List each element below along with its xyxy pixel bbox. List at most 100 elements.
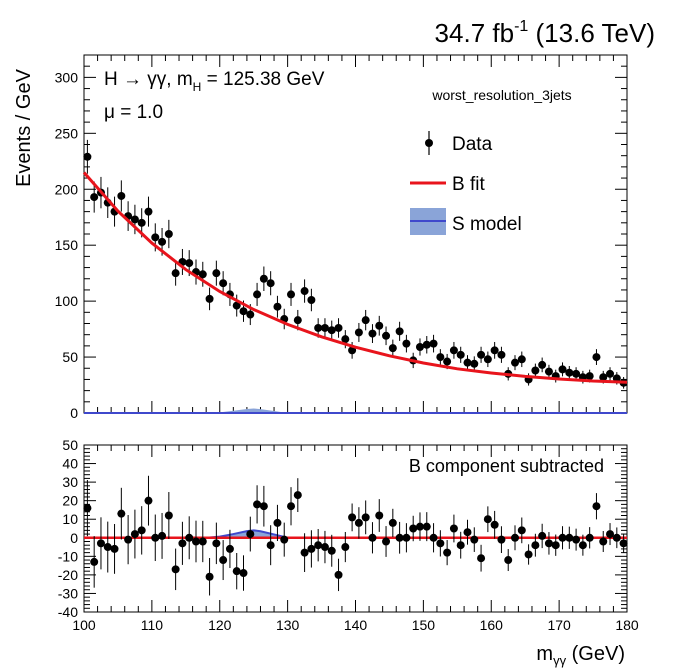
data-point (273, 302, 282, 311)
residual-point (375, 511, 384, 520)
residual-point (185, 533, 194, 542)
data-point (137, 218, 146, 227)
data-point (531, 366, 540, 375)
data-point (415, 342, 424, 351)
x-tick-label: 150 (412, 617, 436, 633)
data-point (375, 321, 384, 330)
ratio-axes: 100 110 120 130 140 150 160 170 180 -40 -30 -20 -10 0… (58, 437, 639, 633)
data-point (239, 307, 248, 316)
residual-point (599, 537, 608, 546)
data-point (483, 355, 492, 364)
residual-point (592, 502, 601, 511)
residual-point (511, 533, 520, 542)
residual-point (341, 543, 350, 552)
data-point (185, 259, 194, 268)
data-point (300, 287, 309, 296)
y-tick-label: 0 (70, 405, 78, 421)
data-point (287, 290, 296, 299)
residual-point (436, 539, 445, 548)
residual-point (219, 556, 228, 565)
residual-point (293, 491, 302, 500)
residual-point (320, 543, 329, 552)
data-point (307, 296, 316, 305)
mu-label: μ = 1.0 (104, 102, 163, 123)
data-point (395, 327, 404, 336)
residual-point (531, 541, 540, 550)
y-tick-label: 200 (55, 181, 79, 197)
residual-point (212, 539, 221, 548)
residual-point (449, 524, 458, 533)
data-point (219, 279, 228, 288)
x-tick-label: 120 (208, 617, 232, 633)
x-tick-label: 100 (72, 617, 96, 633)
process-label: H → γγ, mH = 125.38 GeV (104, 69, 325, 94)
data-point (293, 316, 302, 325)
data-point (151, 233, 160, 242)
data-point (497, 350, 506, 359)
data-point (422, 340, 431, 349)
data-point (599, 373, 608, 382)
residual-point (361, 513, 370, 522)
ratio-plot-area (83, 475, 628, 596)
data-point (334, 323, 343, 332)
data-point (361, 316, 370, 325)
residual-point (280, 535, 289, 544)
residual-point (497, 535, 506, 544)
data-point (463, 358, 472, 367)
y-tick-label: 100 (55, 293, 79, 309)
y-tick-label: -20 (58, 567, 78, 583)
x-tick-label: 130 (276, 617, 300, 633)
residual-point (477, 554, 486, 563)
y-tick-label: 20 (62, 493, 78, 509)
data-point (544, 367, 553, 376)
data-point (517, 355, 526, 364)
residual-point (137, 526, 146, 535)
data-point (327, 326, 336, 335)
residual-point (158, 531, 167, 540)
residual-point (402, 533, 411, 542)
residual-point (504, 556, 513, 565)
y-tick-label: 0 (70, 530, 78, 546)
y-tick-label: 30 (62, 474, 78, 490)
y-tick-label: 50 (62, 437, 78, 453)
y-tick-label: 250 (55, 125, 79, 141)
residual-point (456, 541, 465, 550)
data-point (368, 329, 377, 338)
residual-point (415, 522, 424, 531)
residual-point (300, 548, 309, 557)
data-point (592, 353, 601, 362)
main-plot-area (82, 139, 628, 414)
residual-point (490, 520, 499, 529)
residual-point (517, 526, 526, 535)
data-point (164, 230, 173, 238)
residual-point (558, 533, 567, 542)
data-point (470, 359, 479, 368)
data-point (490, 346, 499, 355)
residual-point (368, 533, 377, 542)
residual-point (259, 502, 268, 511)
category-label: worst_resolution_3jets (431, 87, 571, 103)
residual-point (232, 567, 241, 576)
residual-point (565, 533, 574, 542)
data-point (558, 365, 567, 374)
residual-point (395, 533, 404, 542)
residual-point (110, 544, 119, 553)
y-tick-label: -40 (58, 604, 78, 620)
data-point (130, 215, 139, 224)
residual-point (90, 557, 99, 566)
residual-point (246, 530, 255, 539)
residual-point (483, 515, 492, 524)
residual-point (314, 541, 323, 550)
data-point (429, 339, 438, 348)
residual-point (382, 537, 391, 546)
bfit-curve (82, 171, 628, 384)
residual-point (470, 535, 479, 544)
data-point (449, 346, 458, 355)
data-point (117, 191, 126, 200)
x-axis-title: mγγ (GeV) (536, 643, 625, 668)
legend-data-marker (425, 131, 433, 155)
data-point (443, 357, 452, 366)
main-axes: 0 50 100 150 200 250 300 (55, 54, 628, 421)
residual-point (198, 537, 207, 546)
